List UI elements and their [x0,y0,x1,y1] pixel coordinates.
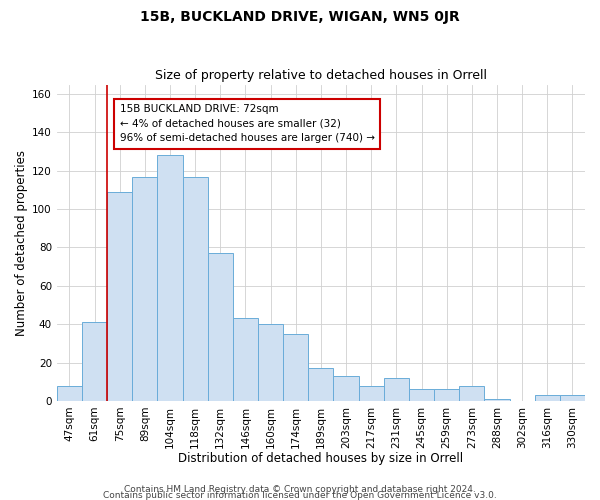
Bar [182,176,208,401]
Bar [409,390,434,401]
Bar [334,376,359,401]
Bar [208,253,233,401]
Bar [233,318,258,401]
Text: Contains HM Land Registry data © Crown copyright and database right 2024.: Contains HM Land Registry data © Crown c… [124,484,476,494]
Bar [560,395,585,401]
Y-axis label: Number of detached properties: Number of detached properties [15,150,28,336]
Bar [535,395,560,401]
Bar [132,176,157,401]
Bar [384,378,409,401]
X-axis label: Distribution of detached houses by size in Orrell: Distribution of detached houses by size … [178,452,463,465]
Bar [57,386,82,401]
Text: 15B BUCKLAND DRIVE: 72sqm
← 4% of detached houses are smaller (32)
96% of semi-d: 15B BUCKLAND DRIVE: 72sqm ← 4% of detach… [119,104,374,144]
Bar [157,156,182,401]
Bar [107,192,132,401]
Bar [308,368,334,401]
Text: Contains public sector information licensed under the Open Government Licence v3: Contains public sector information licen… [103,490,497,500]
Bar [359,386,384,401]
Bar [459,386,484,401]
Bar [434,390,459,401]
Bar [82,322,107,401]
Text: 15B, BUCKLAND DRIVE, WIGAN, WN5 0JR: 15B, BUCKLAND DRIVE, WIGAN, WN5 0JR [140,10,460,24]
Bar [258,324,283,401]
Bar [484,399,509,401]
Title: Size of property relative to detached houses in Orrell: Size of property relative to detached ho… [155,69,487,82]
Bar [283,334,308,401]
